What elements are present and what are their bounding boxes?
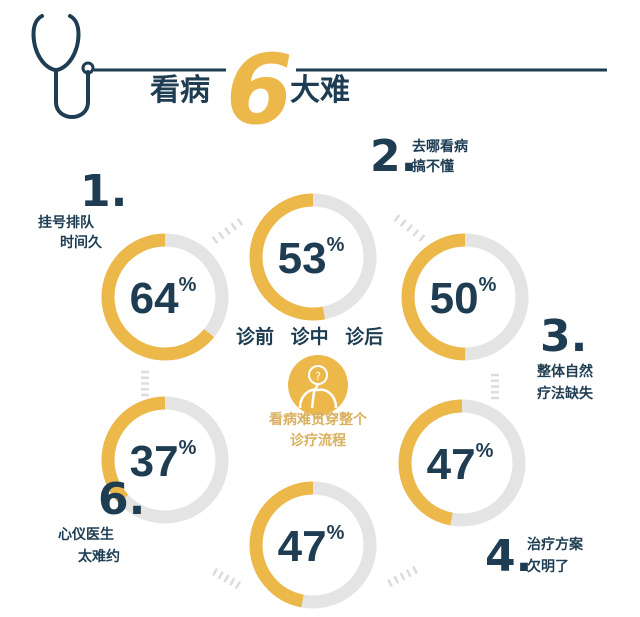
title-left: 看病 bbox=[150, 73, 210, 108]
svg-text:?: ? bbox=[315, 370, 321, 383]
title-number: 6 bbox=[226, 34, 293, 146]
connector-dash bbox=[399, 572, 406, 581]
ring-3 bbox=[401, 233, 529, 361]
item-4-number: 4. bbox=[485, 531, 533, 582]
percent-sign: % bbox=[326, 522, 345, 544]
percent-number: 37 bbox=[129, 437, 179, 486]
ring-1 bbox=[101, 233, 229, 361]
connector-dash bbox=[236, 218, 244, 226]
percent-number: 64 bbox=[129, 274, 179, 323]
item-2-number: 2. bbox=[370, 131, 418, 182]
connector-dash bbox=[405, 569, 412, 578]
connector-dash bbox=[406, 224, 413, 232]
item-1-line2: 时间久 bbox=[60, 235, 102, 251]
percent-sign: % bbox=[475, 440, 494, 462]
percent-value-5: 47% bbox=[277, 522, 345, 571]
stages-text: 诊前 诊中 诊后 bbox=[236, 326, 384, 348]
ring-5 bbox=[249, 481, 377, 609]
percent-sign: % bbox=[178, 437, 197, 459]
connector-dash bbox=[393, 575, 400, 584]
ring-fill bbox=[398, 399, 526, 527]
item-4-line2: 欠明了 bbox=[527, 559, 569, 575]
item-1-line1: 挂号排队 bbox=[38, 215, 94, 231]
ring-fill bbox=[101, 233, 229, 361]
stethoscope-icon bbox=[31, 14, 95, 119]
center-note-line1: 看病难贯穿整个 bbox=[269, 412, 367, 428]
item-2-line2: 搞不懂 bbox=[412, 159, 454, 175]
connector-dash bbox=[211, 567, 219, 577]
center-note: 看病难贯穿整个 诊疗流程 bbox=[250, 410, 386, 452]
ring-fill bbox=[101, 396, 229, 524]
ring-fill bbox=[249, 193, 377, 321]
connector-dash bbox=[217, 571, 224, 580]
connector-dash bbox=[224, 227, 231, 235]
connector-dash bbox=[412, 229, 420, 237]
percent-sign: % bbox=[478, 274, 497, 296]
item-6-number: 6. bbox=[98, 474, 146, 525]
confused-person-icon: ? bbox=[288, 355, 348, 415]
title-right: 大难 bbox=[290, 73, 350, 108]
connector-dash bbox=[418, 234, 426, 242]
percent-value-4: 47% bbox=[426, 440, 494, 489]
ring-4 bbox=[398, 399, 526, 527]
item-3-line1: 整体自然 bbox=[537, 364, 593, 380]
percent-number: 50 bbox=[429, 274, 479, 323]
percent-number: 53 bbox=[277, 234, 327, 283]
connector-dash bbox=[217, 231, 225, 240]
connector-dash bbox=[412, 565, 418, 575]
percent-sign: % bbox=[326, 234, 345, 256]
connector-dash bbox=[230, 222, 238, 231]
connector-dash bbox=[223, 574, 230, 583]
item-3-number: 3. bbox=[540, 311, 588, 362]
ring-2 bbox=[249, 193, 377, 321]
percent-value-6: 37% bbox=[129, 437, 197, 486]
connector-dash bbox=[211, 236, 219, 244]
center-note-line2: 诊疗流程 bbox=[290, 433, 346, 449]
ring-fill bbox=[401, 233, 529, 361]
connector-dash bbox=[234, 580, 242, 590]
percent-value-1: 64% bbox=[129, 274, 197, 323]
item-6-line1: 心仪医生 bbox=[58, 527, 114, 543]
percent-value-2: 53% bbox=[277, 234, 345, 283]
connector-dash bbox=[399, 219, 407, 227]
item-3-line2: 疗法缺失 bbox=[537, 386, 593, 402]
item-4-line1: 治疗方案 bbox=[527, 537, 583, 553]
item-6-line2: 太难约 bbox=[78, 549, 120, 565]
percent-number: 47 bbox=[426, 440, 476, 489]
connector-dash bbox=[229, 577, 236, 586]
item-2-line1: 去哪看病 bbox=[412, 139, 468, 155]
percent-sign: % bbox=[178, 274, 197, 296]
percent-value-3: 50% bbox=[429, 274, 497, 323]
item-1-number: 1. bbox=[80, 166, 128, 217]
ring-6 bbox=[101, 396, 229, 524]
ring-fill bbox=[249, 481, 377, 609]
connector-dash bbox=[387, 578, 393, 588]
percent-number: 47 bbox=[277, 522, 327, 571]
connector-dash bbox=[393, 214, 401, 222]
